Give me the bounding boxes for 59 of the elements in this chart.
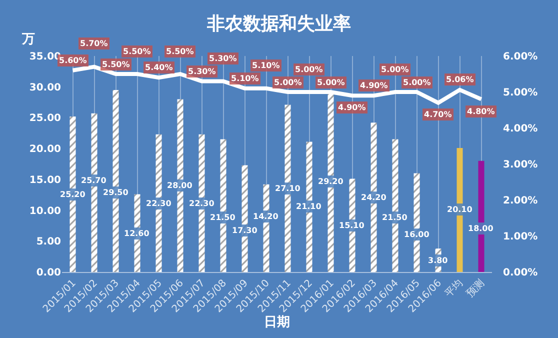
data-label: 4.80%	[467, 107, 495, 116]
data-label: 22.30	[146, 199, 172, 208]
data-label: 5.00%	[274, 78, 302, 87]
data-label: 5.00%	[295, 65, 323, 74]
data-label: 16.00	[404, 230, 430, 239]
data-label: 4.90%	[338, 103, 366, 112]
data-label: 21.50	[382, 213, 408, 222]
data-label: 17.30	[232, 226, 258, 235]
data-label: 24.20	[361, 193, 387, 202]
data-label: 5.30%	[209, 54, 237, 63]
data-label: 21.10	[296, 202, 322, 211]
y2-tick-label: 0.00%	[503, 268, 538, 278]
x-tick-label: 平均	[442, 277, 466, 300]
y-tick-label: 20.00	[29, 144, 62, 156]
data-label: 3.80	[428, 256, 448, 265]
y2-tick-label: 1.00%	[503, 232, 538, 242]
data-label: 18.00	[468, 224, 494, 233]
data-label: 5.50%	[102, 60, 130, 69]
data-label: 25.20	[60, 190, 86, 199]
data-label: 21.50	[210, 213, 236, 222]
y-tick-label: 5.00	[36, 236, 62, 248]
data-label: 5.00%	[317, 78, 345, 87]
y-tick-label: 10.00	[29, 206, 62, 217]
data-label: 5.70%	[80, 39, 108, 48]
data-label: 5.60%	[59, 56, 87, 65]
data-label: 14.20	[253, 212, 279, 221]
chart-title: 非农数据和失业率	[206, 14, 351, 34]
data-label: 22.30	[189, 199, 215, 208]
data-label: 5.06%	[446, 75, 474, 84]
data-label: 5.10%	[252, 61, 280, 70]
y2-tick-label: 2.00%	[503, 196, 538, 206]
y2-tick-label: 4.00%	[503, 124, 538, 134]
y-tick-label: 15.00	[29, 174, 62, 186]
data-label: 15.10	[339, 221, 365, 230]
x-axis-title: 日期	[264, 315, 290, 330]
data-label: 5.10%	[231, 74, 259, 83]
data-label: 5.40%	[145, 63, 173, 72]
data-label: 12.60	[124, 229, 150, 238]
y2-tick-label: 5.00%	[503, 88, 538, 98]
y-axis-title: 万	[21, 32, 35, 47]
data-label: 4.70%	[424, 110, 452, 119]
data-label: 5.00%	[381, 65, 409, 74]
data-label: 5.00%	[403, 78, 431, 87]
data-label: 29.50	[103, 188, 129, 197]
data-label: 20.10	[447, 205, 473, 214]
data-label: 4.90%	[360, 81, 388, 90]
data-label: 29.20	[318, 177, 344, 186]
data-label: 5.30%	[188, 67, 216, 76]
y-tick-label: 0.00	[36, 268, 62, 278]
y-tick-label: 25.00	[29, 113, 62, 124]
data-label: 27.10	[275, 184, 301, 193]
data-label: 5.50%	[166, 47, 194, 56]
y-tick-label: 30.00	[29, 82, 62, 94]
x-tick-label: 预测	[464, 277, 487, 300]
data-label: 28.00	[167, 181, 193, 190]
data-label: 25.70	[81, 176, 107, 185]
data-label: 5.50%	[123, 47, 151, 56]
y2-tick-label: 3.00%	[503, 160, 538, 170]
y2-tick-label: 6.00%	[503, 52, 538, 62]
